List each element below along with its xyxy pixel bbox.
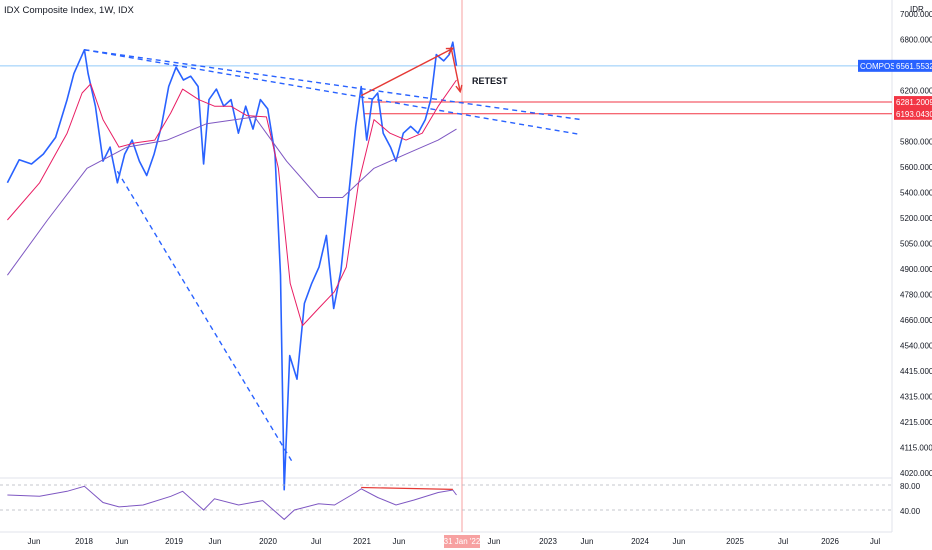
x-tick-label: 2021 <box>353 537 371 546</box>
y-tick-label: 4415.0000 <box>900 367 932 376</box>
fast-ma-line <box>7 79 457 327</box>
x-tick-label: 2023 <box>539 537 557 546</box>
y-tick-label: 4900.0000 <box>900 265 932 274</box>
level-badge-text-2: 6193.0430 <box>896 110 932 119</box>
retest-annotation: RETEST <box>472 76 508 86</box>
x-tick-label: 2026 <box>821 537 839 546</box>
y-tick-label: 4540.0000 <box>900 342 932 351</box>
chart-title: IDX Composite Index, 1W, IDX <box>4 5 134 16</box>
x-tick-label: Jun <box>209 537 222 546</box>
y-tick-label: 4020.0000 <box>900 469 932 478</box>
trendline-3[interactable] <box>116 170 293 462</box>
arrow-shaft-2[interactable] <box>450 47 461 92</box>
slow-ma-line <box>6 116 457 276</box>
rsi-y-tick-label: 80.00 <box>900 482 921 491</box>
level-badge-text-1: 6281.2009 <box>896 98 932 107</box>
series-name-badge <box>858 59 894 72</box>
x-tick-label: Jul <box>311 537 321 546</box>
y-tick-label: 5200.0000 <box>900 214 932 223</box>
y-tick-label: 6200.0000 <box>900 87 932 96</box>
x-tick-label: Jun <box>488 537 501 546</box>
x-tick-label: Jun <box>116 537 129 546</box>
level-badge-2 <box>894 107 932 120</box>
trendline-1[interactable] <box>84 49 582 121</box>
x-tick-label: Jun <box>673 537 686 546</box>
x-tick-label: 2019 <box>165 537 183 546</box>
rsi-y-tick-label: 40.00 <box>900 507 921 516</box>
rsi-line <box>7 485 457 521</box>
price-series-line <box>6 41 458 491</box>
x-tick-label: Jun <box>581 537 594 546</box>
series-name-badge-text: COMPOSITE <box>860 62 908 71</box>
y-tick-label: 5600.0000 <box>900 163 932 172</box>
x-tick-label: 2018 <box>75 537 93 546</box>
x-tick-label: Jun <box>28 537 41 546</box>
arrow-head-1 <box>445 47 455 55</box>
y-tick-label: 5400.0000 <box>900 189 932 198</box>
y-tick-label: 4780.0000 <box>900 291 932 300</box>
x-tick-label: Jul <box>778 537 788 546</box>
y-tick-label: 4215.0000 <box>900 418 932 427</box>
rsi-divergence-line[interactable] <box>361 486 453 490</box>
cursor-date-label: 31 Jan '22 <box>444 537 481 546</box>
y-tick-label: 7000.0000 <box>900 10 932 19</box>
level-badge-1 <box>894 96 932 109</box>
x-tick-label: Jun <box>393 537 406 546</box>
y-tick-label: 4315.0000 <box>900 393 932 402</box>
cursor-date-badge <box>444 535 480 548</box>
arrow-head-2 <box>455 84 463 94</box>
y-tick-label: 4115.0000 <box>900 444 932 453</box>
x-tick-label: 2020 <box>259 537 277 546</box>
x-tick-label: 2024 <box>631 537 649 546</box>
currency-label: IDR <box>910 5 924 14</box>
x-tick-label: Jul <box>870 537 880 546</box>
x-tick-label: 2025 <box>726 537 744 546</box>
arrow-shaft-1[interactable] <box>360 47 454 97</box>
last-price-badge-text: 6561.5532 <box>896 62 932 71</box>
y-tick-label: 5050.0000 <box>900 240 932 249</box>
last-price-badge <box>894 59 932 72</box>
y-tick-label: 5800.0000 <box>900 138 932 147</box>
y-tick-label: 4660.0000 <box>900 316 932 325</box>
y-tick-label: 6800.0000 <box>900 36 932 45</box>
trendline-2[interactable] <box>84 49 582 136</box>
